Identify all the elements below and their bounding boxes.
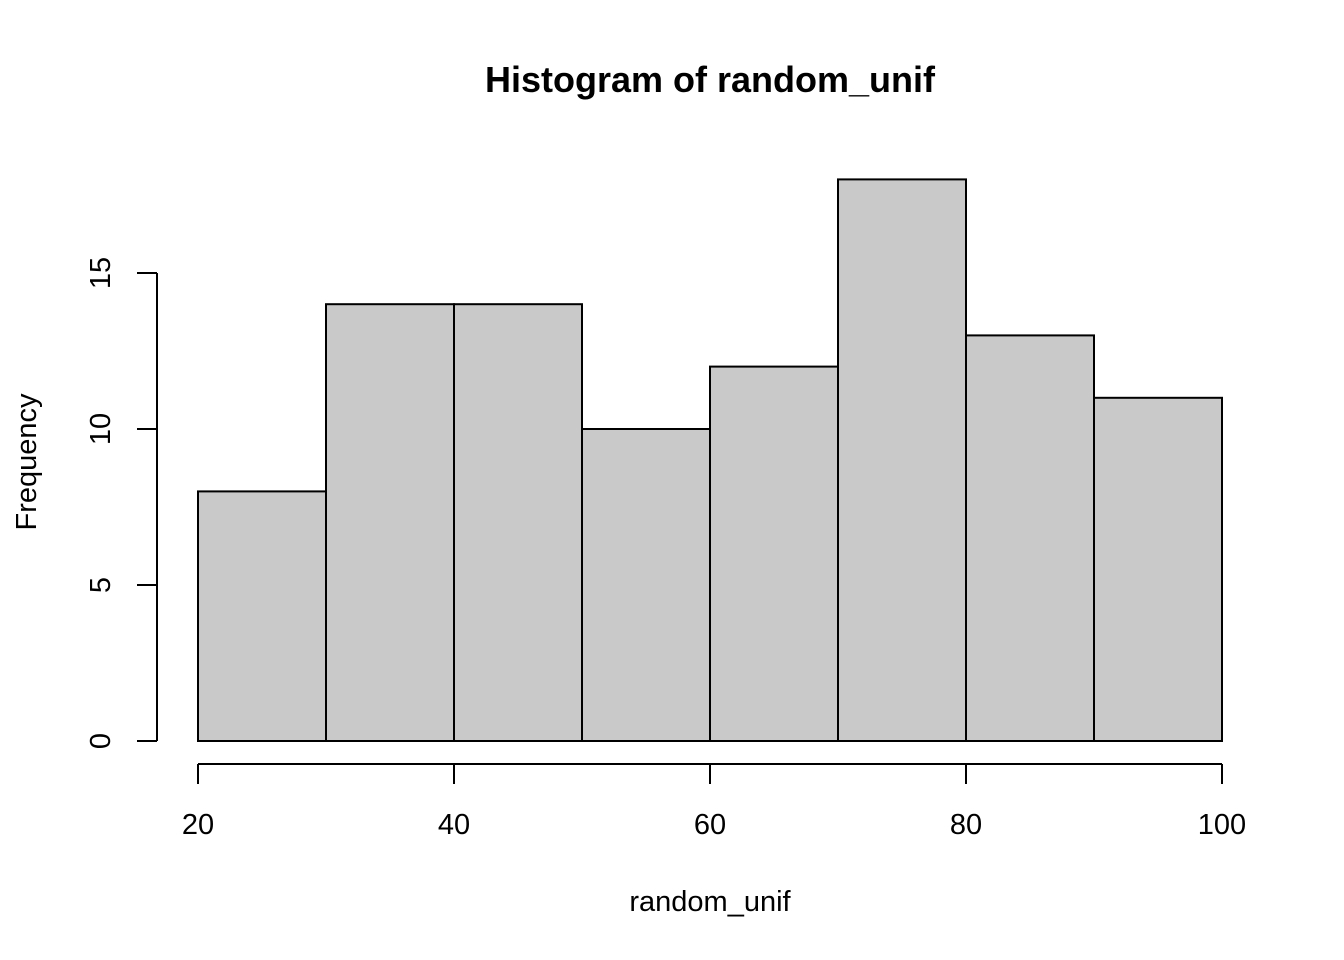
histogram-bar xyxy=(1093,396,1223,742)
y-axis-label: Frequency xyxy=(11,393,43,531)
y-tick-label: 5 xyxy=(85,577,117,593)
bars-group xyxy=(197,178,1223,742)
histogram-bar xyxy=(837,178,967,742)
histogram-bar xyxy=(197,490,327,742)
x-tick-label: 80 xyxy=(950,809,982,841)
x-axis-label: random_unif xyxy=(629,886,791,918)
x-axis: 20 40 60 80 100 xyxy=(182,763,1246,841)
x-tick-label: 40 xyxy=(438,809,470,841)
histogram-bar xyxy=(325,303,455,742)
histogram-bar xyxy=(965,334,1095,742)
histogram-bar xyxy=(453,303,583,742)
histogram-bar xyxy=(709,365,839,742)
x-tick-label: 20 xyxy=(182,809,214,841)
y-tick-label: 0 xyxy=(85,733,117,749)
y-tick-label: 10 xyxy=(85,413,117,445)
y-axis: 0 5 10 15 xyxy=(85,257,158,749)
y-tick-label: 15 xyxy=(85,257,117,289)
x-tick-label: 60 xyxy=(694,809,726,841)
x-tick-label: 100 xyxy=(1198,809,1246,841)
histogram-bar xyxy=(581,428,711,742)
chart-title: Histogram of random_unif xyxy=(485,59,936,100)
